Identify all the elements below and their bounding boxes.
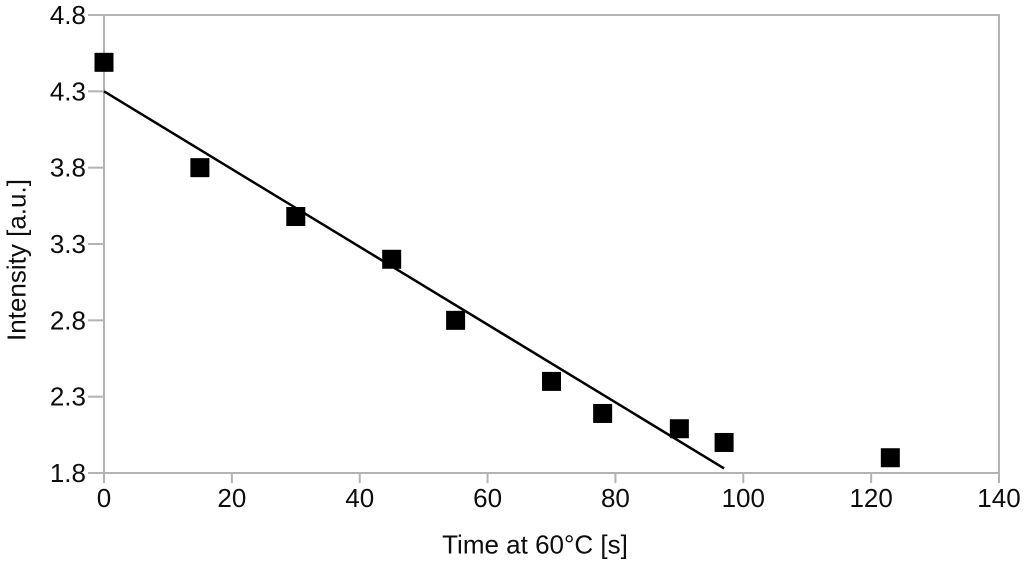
fit-line	[103, 90, 725, 470]
x-tick-label: 40	[345, 483, 374, 513]
y-tick-label: 1.8	[50, 458, 86, 488]
data-point	[446, 310, 466, 330]
data-point	[669, 419, 689, 439]
x-tick-label: 0	[97, 483, 111, 513]
data-point	[190, 158, 210, 178]
data-point	[382, 249, 402, 269]
x-tick-label: 120	[849, 483, 892, 513]
x-tick-label: 80	[601, 483, 630, 513]
plot-frame	[103, 14, 1000, 474]
y-tick-label: 3.3	[50, 229, 86, 259]
data-point	[593, 403, 613, 423]
x-tick-label: 20	[217, 483, 246, 513]
data-point	[542, 371, 561, 391]
x-tick-label: 100	[722, 483, 765, 513]
x-tick-label: 60	[473, 483, 502, 513]
y-axis-title: Intensity [a.u.]	[1, 179, 32, 341]
data-point	[880, 448, 900, 468]
y-tick-label: 2.3	[50, 382, 86, 412]
y-tick-label: 3.8	[50, 153, 86, 183]
data-point	[714, 432, 734, 452]
x-tick-label: 140	[977, 483, 1020, 513]
data-point	[94, 52, 114, 72]
y-tick-label: 4.8	[50, 0, 86, 30]
y-tick-label: 2.8	[50, 305, 86, 335]
x-axis-title: Time at 60°C [s]	[442, 529, 628, 560]
data-point	[286, 207, 306, 227]
y-tick-label: 4.3	[50, 76, 86, 106]
